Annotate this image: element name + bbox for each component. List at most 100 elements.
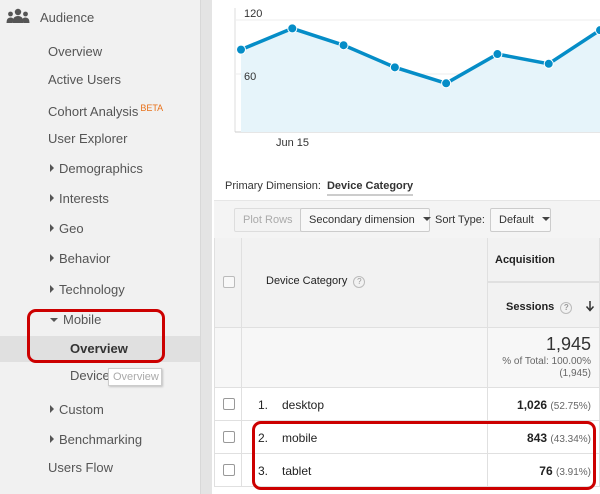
row-index: 3. — [258, 464, 269, 478]
chart-point[interactable] — [287, 23, 298, 34]
chart-point[interactable] — [338, 40, 349, 51]
chart-point[interactable] — [492, 49, 503, 60]
row-sessions-cell: 1,026 (52.75%) — [488, 388, 600, 421]
expand-arrow-icon — [50, 164, 54, 172]
sidebar-item-label: Behavior — [59, 251, 111, 266]
acquisition-group-header: Acquisition — [488, 238, 600, 282]
primary-dimension: Primary Dimension: Device Category — [225, 180, 414, 196]
totals-label-cell — [242, 328, 488, 388]
sessions-header-text: Sessions? — [506, 301, 573, 314]
sidebar-item-geo[interactable]: Geo — [50, 219, 84, 239]
row-checkbox[interactable] — [223, 398, 235, 410]
chart-point[interactable] — [441, 78, 452, 89]
sidebar-item-user-explorer[interactable]: User Explorer — [48, 129, 127, 149]
sidebar-item-cohort-analysis[interactable]: Cohort Analysis BETA — [48, 98, 164, 119]
audience-header[interactable]: Audience — [6, 6, 94, 28]
sidebar-item-active-users[interactable]: Active Users — [48, 70, 121, 90]
totals-sessions-cell: 1,945 % of Total: 100.00% (1,945) — [488, 328, 600, 388]
expand-arrow-icon — [50, 254, 54, 262]
sidebar: Audience Overview Active Users Cohort An… — [0, 0, 212, 494]
row-checkbox[interactable] — [223, 464, 235, 476]
primary-dimension-label: Primary Dimension: — [225, 180, 321, 192]
sidebar-scrollbar[interactable] — [200, 0, 212, 494]
row-checkbox[interactable] — [223, 431, 235, 443]
plot-rows-button[interactable]: Plot Rows — [234, 208, 302, 232]
sidebar-item-overview[interactable]: Overview — [48, 42, 102, 62]
row-sessions: 76 (3.91%) — [539, 464, 591, 478]
sidebar-item-label: Demographics — [59, 161, 143, 176]
sidebar-item-users-flow[interactable]: Users Flow — [48, 458, 113, 478]
expand-arrow-icon — [50, 405, 54, 413]
sidebar-item-benchmarking[interactable]: Benchmarking — [50, 430, 142, 450]
sidebar-item-mobile[interactable]: Mobile — [50, 310, 101, 330]
sidebar-item-interests[interactable]: Interests — [50, 189, 109, 209]
row-checkbox-cell — [214, 388, 242, 421]
chart-point[interactable] — [595, 25, 600, 36]
sessions-chart: 120 60 Jun 15 — [214, 0, 600, 150]
sidebar-item-mobile-overview[interactable]: Overview — [70, 341, 128, 356]
total-sessions-abs: (1,945) — [559, 368, 591, 379]
device-category-header[interactable]: Device Category? — [242, 238, 488, 328]
device-category-header-text: Device Category? — [266, 275, 366, 288]
sidebar-item-technology[interactable]: Technology — [50, 280, 125, 300]
sidebar-item-label: Technology — [59, 282, 125, 297]
chart-point[interactable] — [389, 62, 400, 73]
sort-descending-arrow-icon[interactable] — [585, 300, 595, 312]
sessions-line — [240, 26, 600, 86]
table-toolbar: Plot Rows Secondary dimension Sort Type:… — [214, 200, 600, 238]
expand-arrow-icon — [50, 194, 54, 202]
audience-label: Audience — [40, 9, 95, 25]
table-row: 1. desktop — [242, 388, 488, 421]
expand-arrow-icon — [50, 285, 54, 293]
y-tick-label: 120 — [244, 8, 262, 20]
row-sessions-value: 76 — [539, 464, 553, 478]
sessions-header[interactable]: Sessions? — [488, 282, 600, 328]
sidebar-item-demographics[interactable]: Demographics — [50, 159, 143, 179]
sidebar-item-behavior[interactable]: Behavior — [50, 249, 110, 269]
primary-dimension-value[interactable]: Device Category — [326, 180, 414, 196]
caret-down-icon — [422, 217, 431, 221]
mobile-overview-highlight — [27, 309, 165, 363]
row-category-link[interactable]: tablet — [282, 464, 312, 478]
data-table: Device Category? Acquisition Sessions? 1… — [214, 238, 600, 494]
row-index: 2. — [258, 431, 269, 445]
row-category-link[interactable]: mobile — [282, 431, 318, 445]
sidebar-item-label: Benchmarking — [59, 432, 143, 447]
chart-point[interactable] — [543, 58, 554, 69]
select-all-checkbox[interactable] — [223, 276, 235, 288]
total-sessions-pct: % of Total: 100.00% — [502, 356, 591, 367]
row-category-link[interactable]: desktop — [282, 398, 325, 412]
row-sessions-value: 843 — [527, 431, 548, 445]
row-checkbox-cell — [214, 454, 242, 487]
sidebar-item-devices[interactable]: Devices — [70, 366, 116, 386]
people-icon — [6, 8, 30, 23]
help-icon[interactable]: ? — [353, 276, 366, 288]
sessions-area — [241, 28, 600, 132]
row-checkbox-cell — [214, 421, 242, 454]
secondary-dimension-dropdown[interactable]: Secondary dimension — [300, 208, 431, 232]
sort-type-dropdown[interactable]: Default — [490, 208, 551, 232]
chart-svg: 120 60 Jun 15 — [234, 8, 600, 149]
sidebar-item-label: Mobile — [63, 312, 102, 327]
sort-type-label: Sort Type: — [435, 214, 485, 226]
secondary-dimension-label: Secondary dimension — [309, 214, 415, 226]
sidebar-item-custom[interactable]: Custom — [50, 400, 104, 420]
row-sessions-pct: (52.75%) — [550, 401, 591, 412]
table-row: 2. mobile — [242, 421, 488, 454]
row-sessions-value: 1,026 — [517, 398, 548, 412]
sidebar-item-label: User Explorer — [48, 131, 128, 146]
sidebar-item-label: Devices — [70, 368, 117, 383]
collapse-arrow-icon — [50, 318, 58, 322]
table-row: 3. tablet — [242, 454, 488, 487]
overview-tooltip: Overview — [108, 368, 162, 386]
header-checkbox-cell — [214, 238, 242, 328]
beta-badge: BETA — [140, 103, 164, 113]
y-tick-label: 60 — [244, 71, 256, 83]
sidebar-item-label: Geo — [59, 221, 84, 236]
help-icon[interactable]: ? — [560, 302, 573, 314]
chart-point[interactable] — [236, 44, 246, 55]
expand-arrow-icon — [50, 224, 54, 232]
x-tick-label: Jun 15 — [276, 137, 309, 149]
sidebar-item-label: Interests — [59, 191, 109, 206]
chart-points — [236, 23, 600, 89]
